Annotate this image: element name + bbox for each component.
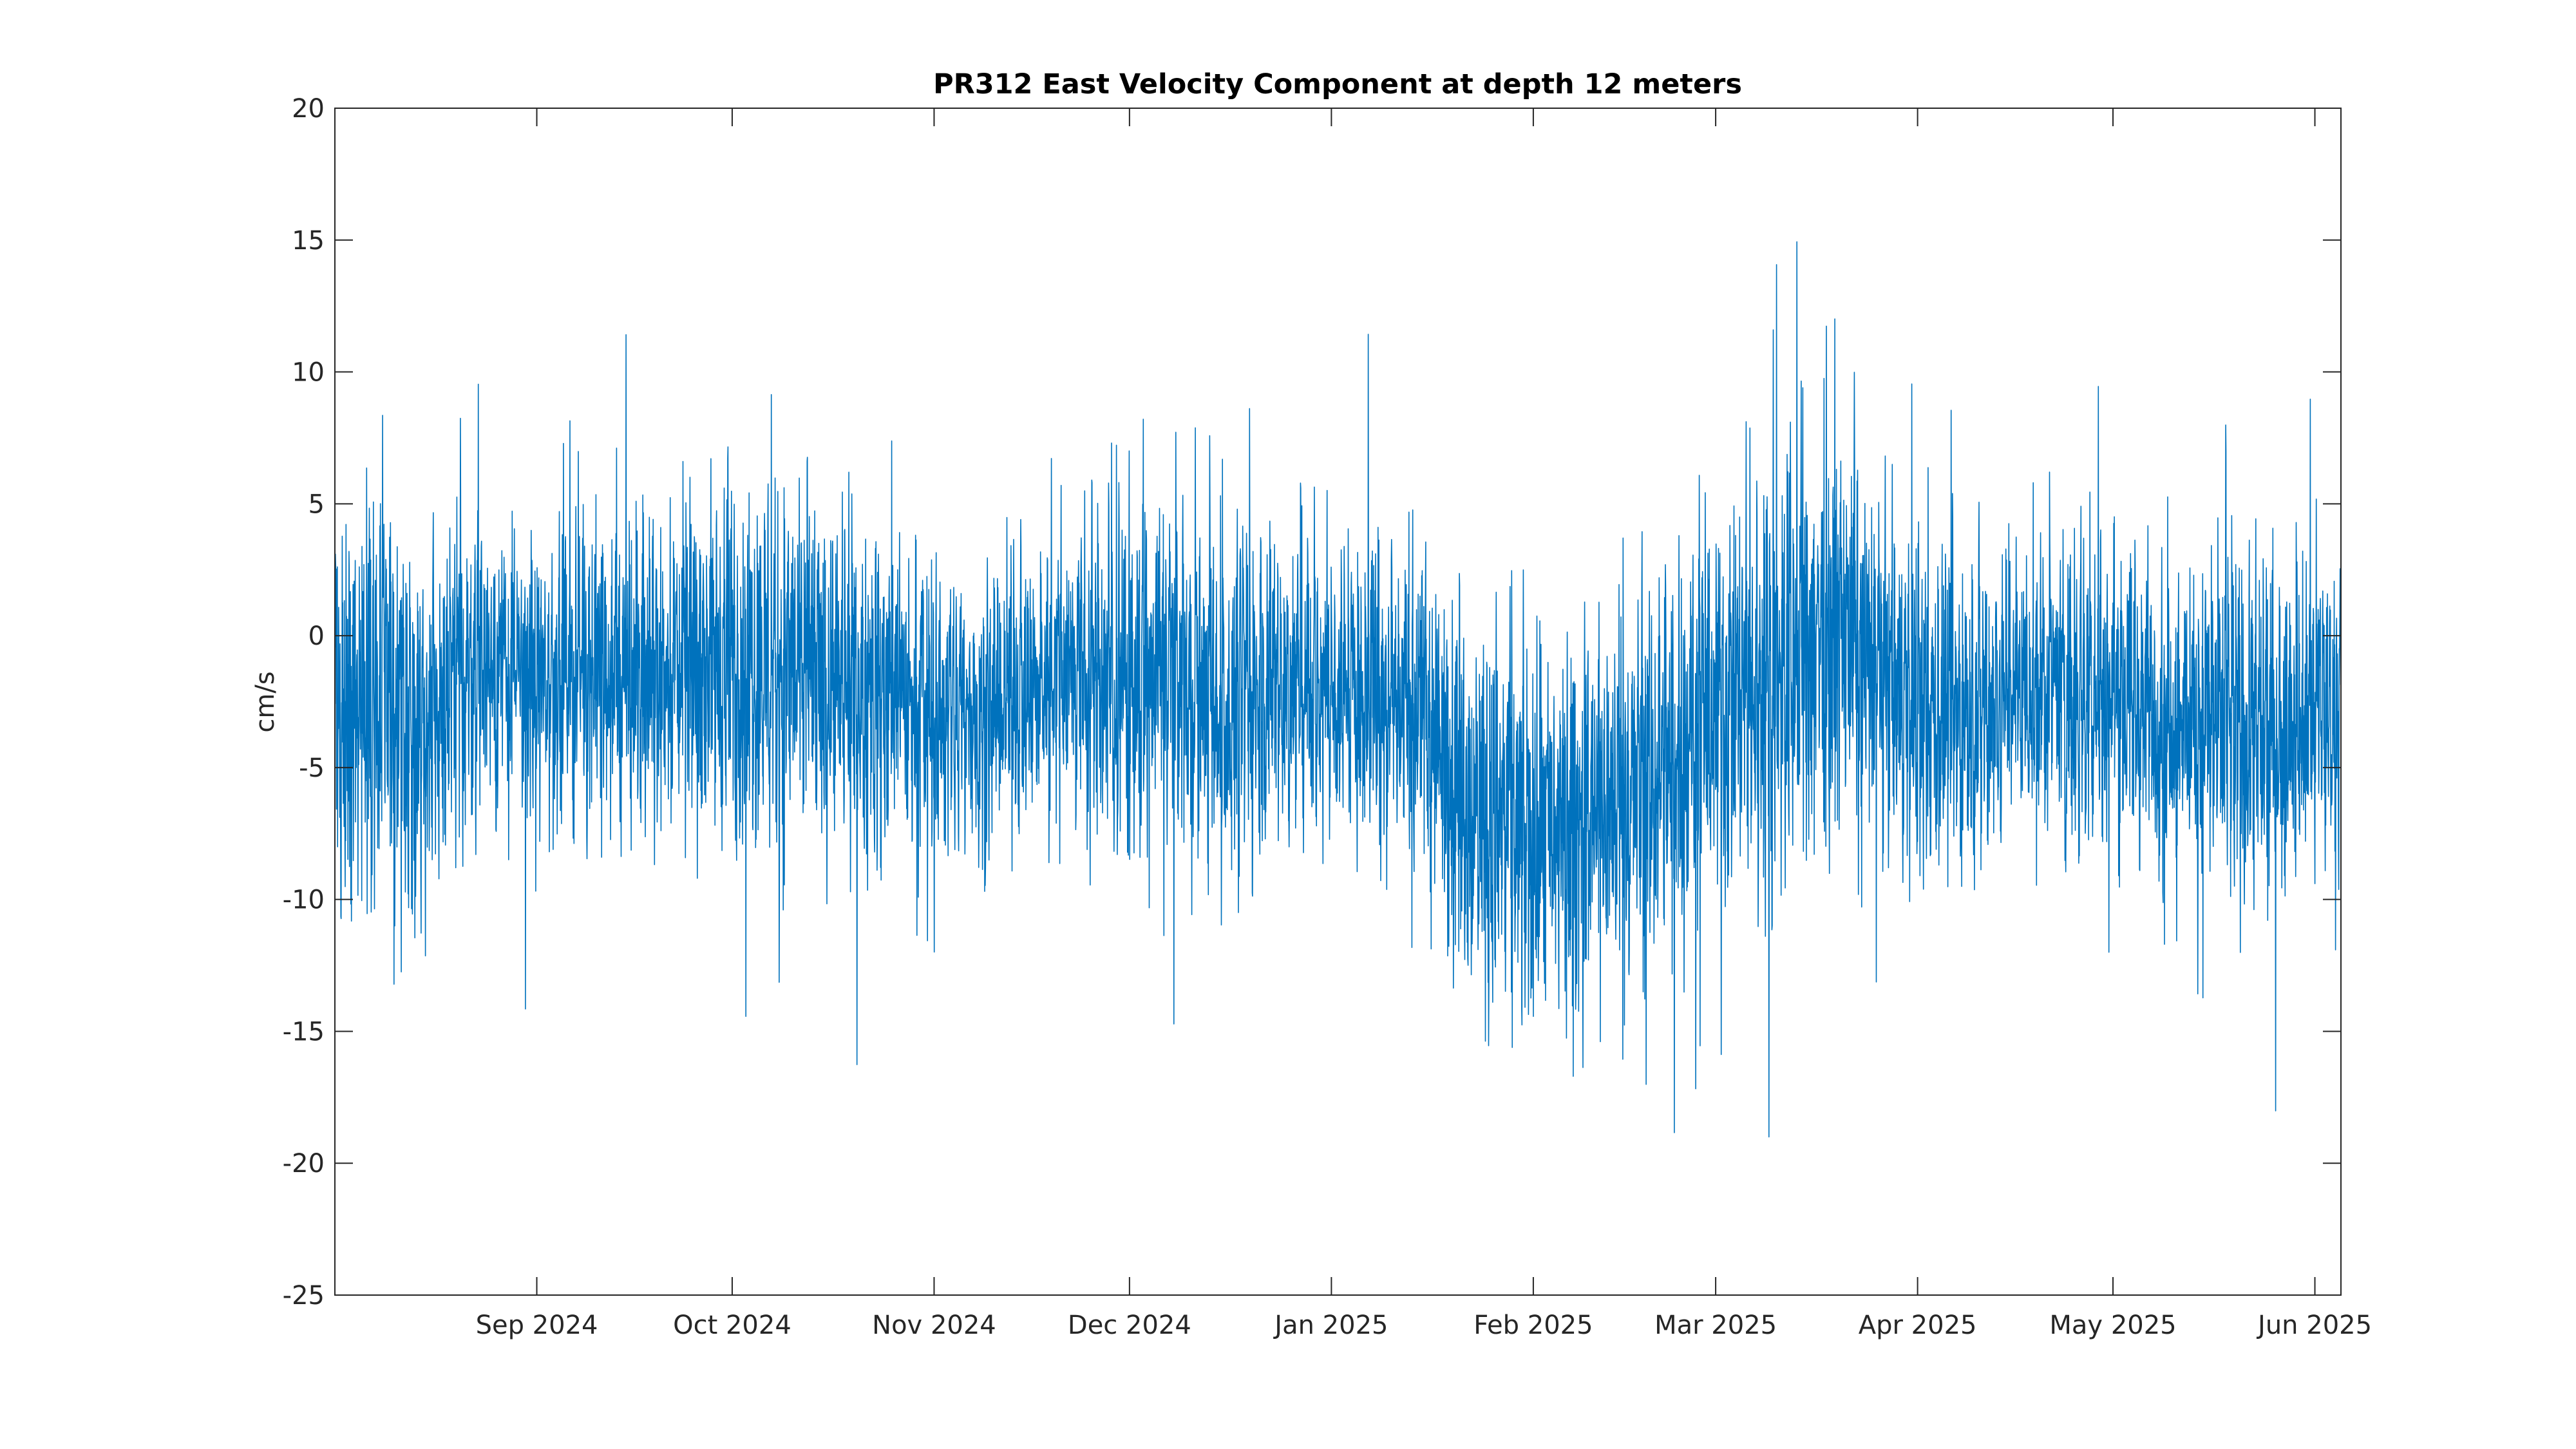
y-tick-label: -20 — [283, 1149, 325, 1179]
axes-box — [334, 108, 2342, 1296]
y-tick-label: 0 — [308, 621, 325, 651]
y-tick-label: 15 — [292, 226, 325, 256]
x-tick-label: Sep 2024 — [476, 1311, 598, 1340]
x-tick-label: Mar 2025 — [1654, 1311, 1777, 1340]
axes-layer — [334, 108, 2342, 1296]
x-tick-label: Jun 2025 — [2256, 1311, 2372, 1340]
chart-title: PR312 East Velocity Component at depth 1… — [933, 68, 1742, 100]
x-tick-label: Apr 2025 — [1859, 1311, 1977, 1340]
x-tick-label: Feb 2025 — [1473, 1311, 1593, 1340]
x-tick-label: Oct 2024 — [673, 1311, 791, 1340]
y-tick-label: 5 — [308, 489, 325, 519]
series-layer — [334, 241, 2342, 1138]
y-tick-label: -10 — [283, 886, 325, 915]
y-axis-label: cm/s — [251, 671, 280, 732]
y-tick-label: 10 — [292, 358, 325, 388]
y-tick-label: 20 — [292, 94, 325, 124]
x-tick-label: Jan 2025 — [1273, 1311, 1388, 1340]
x-tick-label: May 2025 — [2049, 1311, 2176, 1340]
x-tick-label: Dec 2024 — [1068, 1311, 1191, 1340]
y-tick-label: -15 — [283, 1017, 325, 1046]
y-tick-label: -5 — [299, 753, 325, 783]
series-line — [334, 241, 2342, 1138]
y-tick-label: -25 — [283, 1281, 325, 1311]
y-axis: 20 15 10 5 0 -5 -10 -15 -20 -25 — [283, 94, 2341, 1311]
x-tick-label: Nov 2024 — [872, 1311, 996, 1340]
x-axis: Sep 2024 Oct 2024 Nov 2024 Dec 2024 Jan 2025… — [476, 108, 2372, 1340]
